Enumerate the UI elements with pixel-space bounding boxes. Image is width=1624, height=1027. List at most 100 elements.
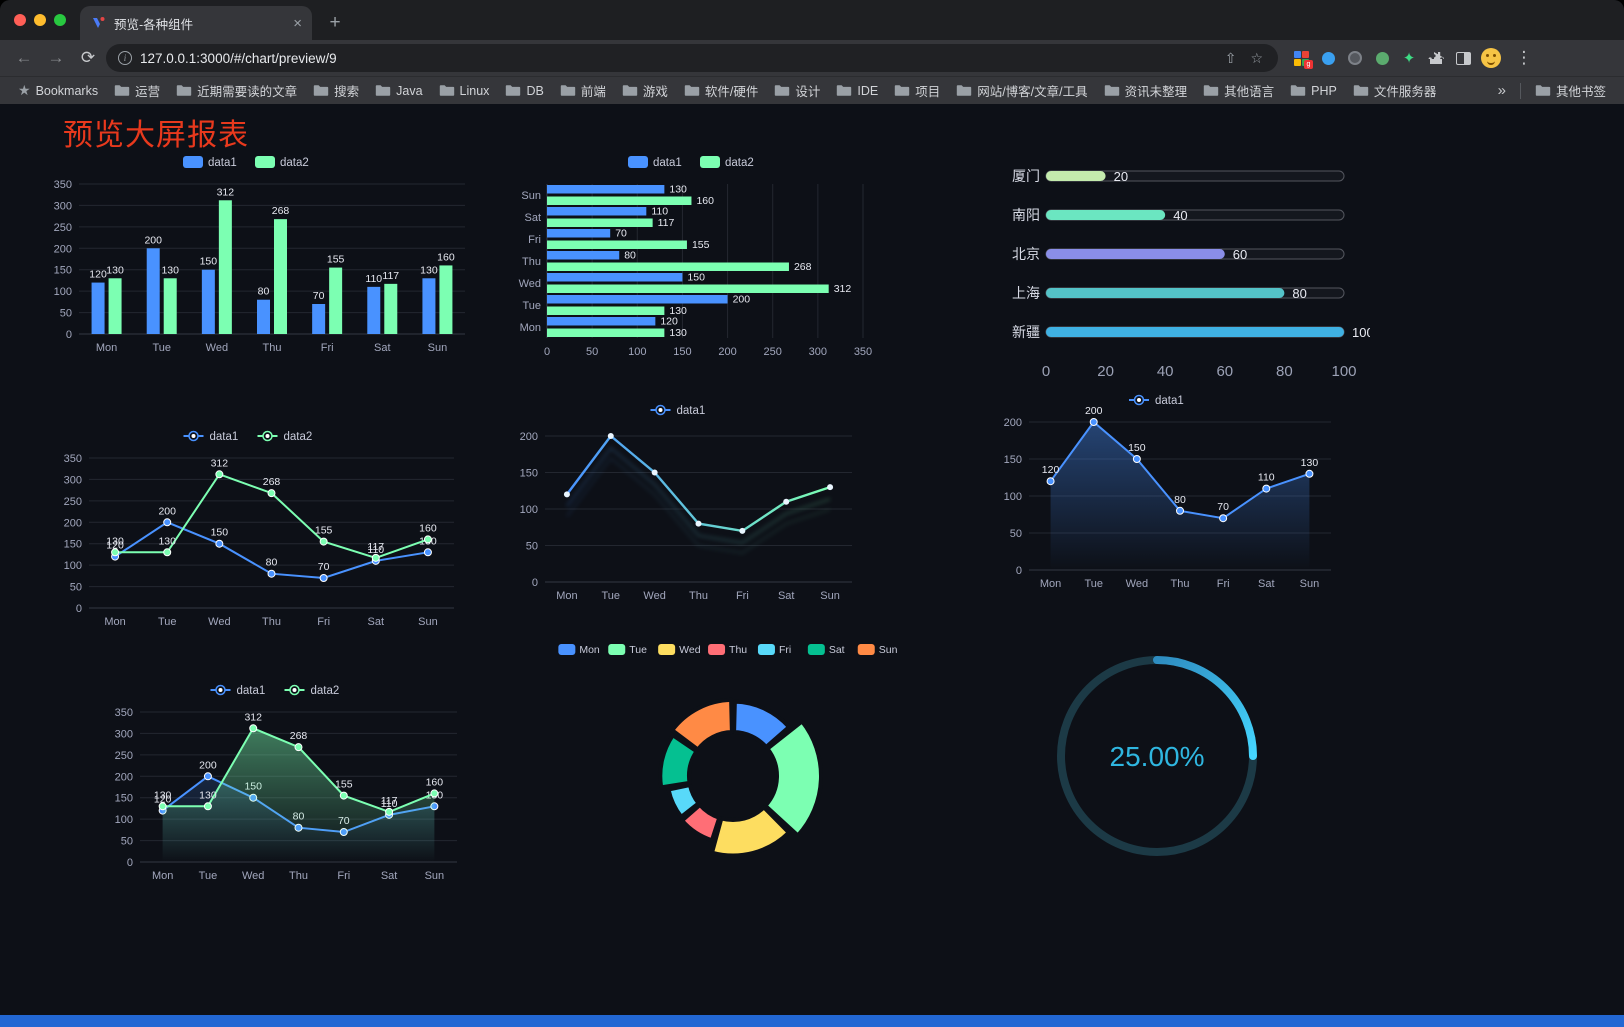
- window-controls: [14, 14, 66, 26]
- extension-icon[interactable]: g: [1292, 49, 1313, 69]
- bookmark-folder[interactable]: DB: [499, 81, 549, 101]
- svg-text:160: 160: [419, 522, 437, 534]
- folder-icon: [957, 85, 972, 96]
- forward-icon[interactable]: →: [47, 48, 65, 67]
- svg-text:200: 200: [1085, 405, 1103, 417]
- svg-text:350: 350: [115, 707, 133, 719]
- svg-text:300: 300: [809, 346, 827, 358]
- svg-text:Mon: Mon: [520, 322, 541, 334]
- svg-text:data1: data1: [210, 431, 239, 443]
- svg-text:Sat: Sat: [524, 212, 541, 224]
- svg-text:Fri: Fri: [1217, 578, 1230, 590]
- extension-star-icon[interactable]: ✦: [1402, 50, 1416, 67]
- svg-text:Sun: Sun: [418, 616, 438, 628]
- svg-text:312: 312: [244, 711, 262, 723]
- svg-text:80: 80: [1276, 363, 1293, 380]
- folder-icon: [1203, 85, 1219, 96]
- svg-text:60: 60: [1233, 247, 1247, 262]
- svg-text:350: 350: [64, 453, 82, 465]
- bookmark-folder[interactable]: IDE: [830, 81, 884, 101]
- svg-text:120: 120: [660, 316, 678, 328]
- url-text[interactable]: 127.0.0.1:3000/#/chart/preview/9: [140, 50, 337, 66]
- extension-dark-icon[interactable]: [1346, 49, 1364, 67]
- chart-area-line: data1 0 50 100 150 200 Mon Tue Wed Thu Fri Sat Sun 12…: [985, 386, 1347, 598]
- svg-text:150: 150: [673, 346, 691, 358]
- bookmarks-overflow-icon[interactable]: »: [1497, 82, 1506, 99]
- svg-text:Thu: Thu: [262, 616, 281, 628]
- bookmark-folder[interactable]: 前端: [554, 78, 612, 103]
- svg-text:Tue: Tue: [152, 342, 171, 354]
- bookmark-folder[interactable]: 资讯未整理: [1098, 78, 1194, 103]
- zoom-window-button[interactable]: [54, 14, 66, 26]
- bookmarks-manager-item[interactable]: ★ Bookmarks: [12, 79, 104, 102]
- close-window-button[interactable]: [14, 14, 26, 26]
- minimize-window-button[interactable]: [34, 14, 46, 26]
- svg-text:200: 200: [1004, 417, 1022, 429]
- svg-text:160: 160: [437, 251, 455, 263]
- bookmark-folder-label: 软件/硬件: [704, 85, 759, 99]
- bookmark-folder[interactable]: 其他语言: [1197, 78, 1280, 103]
- tab-close-icon[interactable]: ×: [293, 14, 302, 32]
- bookmark-folder[interactable]: 项目: [888, 78, 946, 103]
- svg-text:100: 100: [115, 814, 133, 826]
- bookmark-folder[interactable]: 搜索: [307, 78, 365, 103]
- svg-text:Thu: Thu: [522, 256, 541, 268]
- back-icon[interactable]: ←: [15, 48, 33, 67]
- bookmark-folder[interactable]: 文件服务器: [1347, 78, 1443, 103]
- tab-title: 预览-各种组件: [114, 17, 194, 32]
- extension-drop-icon[interactable]: [1319, 49, 1337, 67]
- bookmark-folder[interactable]: 网站/博客/文章/工具: [950, 78, 1093, 103]
- extensions-puzzle-icon[interactable]: [1427, 49, 1445, 67]
- extension-green-icon[interactable]: [1373, 49, 1391, 67]
- svg-text:data2: data2: [280, 157, 309, 169]
- chart-percent-gauge: 25.00%: [1040, 644, 1275, 872]
- other-bookmarks-folder[interactable]: 其他书签: [1529, 78, 1612, 103]
- folder-icon: [114, 85, 130, 96]
- svg-text:Fri: Fri: [528, 234, 541, 246]
- svg-text:Thu: Thu: [689, 590, 708, 602]
- bookmark-folder[interactable]: 软件/硬件: [678, 78, 764, 103]
- svg-text:70: 70: [1217, 501, 1229, 513]
- svg-text:Thu: Thu: [289, 870, 308, 882]
- bookmark-folder[interactable]: Java: [369, 81, 428, 101]
- reload-icon[interactable]: ⟳: [80, 48, 96, 67]
- new-tab-button[interactable]: +: [329, 12, 341, 33]
- svg-text:268: 268: [794, 261, 812, 273]
- tab-split-icon[interactable]: [1454, 49, 1472, 67]
- bookmarks-bar: ★ Bookmarks 运营 近期需要读的文章 搜索 Java Linux DB…: [0, 76, 1624, 104]
- tab-favicon: [93, 17, 105, 28]
- bookmark-folder-label: 游戏: [642, 85, 668, 99]
- svg-text:Thu: Thu: [263, 342, 282, 354]
- bookmark-folder[interactable]: 近期需要读的文章: [170, 78, 303, 103]
- site-info-icon[interactable]: i: [118, 51, 132, 65]
- svg-text:110: 110: [365, 273, 382, 285]
- svg-text:Fri: Fri: [779, 644, 791, 656]
- svg-text:130: 130: [1301, 457, 1319, 469]
- folder-icon: [375, 85, 391, 96]
- profile-avatar[interactable]: [1481, 48, 1501, 68]
- svg-text:Wed: Wed: [208, 616, 230, 628]
- svg-text:Mon: Mon: [579, 644, 600, 656]
- address-bar[interactable]: i 127.0.0.1:3000/#/chart/preview/9 ⇧ ☆: [106, 44, 1278, 72]
- share-icon[interactable]: ⇧: [1224, 49, 1237, 66]
- bookmark-folder[interactable]: 运营: [108, 78, 166, 103]
- svg-text:150: 150: [687, 272, 705, 284]
- svg-text:Tue: Tue: [602, 590, 621, 602]
- tab-strip: 预览-各种组件 × +: [0, 0, 1624, 40]
- svg-text:150: 150: [1004, 454, 1022, 466]
- menu-kebab-icon[interactable]: ⋮: [1515, 48, 1533, 67]
- svg-text:268: 268: [263, 476, 281, 488]
- svg-text:北京: 北京: [1012, 246, 1040, 262]
- bookmark-folder[interactable]: 游戏: [616, 78, 674, 103]
- bookmark-folder[interactable]: PHP: [1284, 81, 1343, 101]
- folder-icon: [775, 85, 790, 96]
- browser-tab[interactable]: 预览-各种组件 ×: [80, 6, 312, 40]
- bookmark-folder-label: IDE: [857, 83, 879, 98]
- bookmark-folder[interactable]: Linux: [433, 81, 496, 101]
- svg-text:0: 0: [1042, 363, 1050, 380]
- svg-text:data2: data2: [284, 431, 313, 443]
- bookmark-folder[interactable]: 设计: [768, 78, 826, 103]
- bookmark-star-icon[interactable]: ☆: [1250, 49, 1263, 66]
- bookmarks-label: Bookmarks: [35, 83, 99, 98]
- svg-text:Thu: Thu: [729, 644, 747, 656]
